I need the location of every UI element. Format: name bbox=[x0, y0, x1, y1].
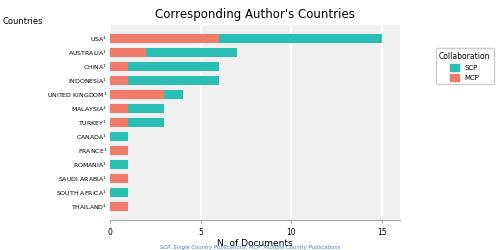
Bar bbox=[110, 48, 146, 57]
Bar bbox=[128, 62, 219, 71]
Bar bbox=[110, 62, 128, 71]
Bar bbox=[110, 202, 128, 211]
Bar bbox=[110, 104, 128, 113]
Bar bbox=[128, 104, 164, 113]
Bar bbox=[146, 48, 237, 57]
Bar bbox=[110, 132, 128, 141]
Bar bbox=[110, 188, 128, 197]
Bar bbox=[110, 34, 218, 43]
Bar bbox=[128, 76, 219, 85]
Legend: SCP, MCP: SCP, MCP bbox=[436, 48, 494, 84]
Bar bbox=[110, 118, 128, 127]
Text: SCP: Single Country Publications, MCP: Multiple Country Publications: SCP: Single Country Publications, MCP: M… bbox=[160, 245, 340, 250]
Bar bbox=[110, 174, 128, 183]
Bar bbox=[110, 160, 128, 169]
Bar bbox=[110, 90, 164, 99]
Bar bbox=[110, 146, 128, 155]
X-axis label: N. of Documents: N. of Documents bbox=[217, 240, 293, 248]
Text: Countries: Countries bbox=[2, 18, 43, 26]
Bar bbox=[128, 118, 164, 127]
Bar bbox=[164, 90, 182, 99]
Bar bbox=[218, 34, 382, 43]
Title: Corresponding Author's Countries: Corresponding Author's Countries bbox=[155, 8, 355, 21]
Bar bbox=[110, 76, 128, 85]
